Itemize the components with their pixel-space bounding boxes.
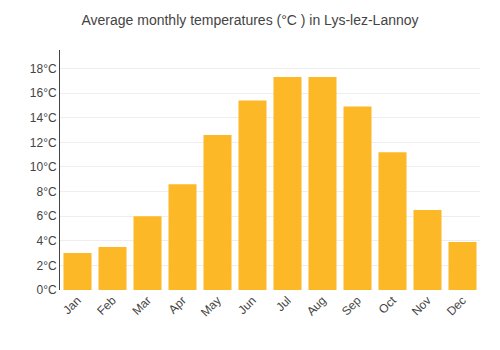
svg-text:0°C: 0°C	[36, 283, 56, 297]
svg-text:12°C: 12°C	[30, 136, 57, 150]
svg-text:10°C: 10°C	[30, 160, 57, 174]
svg-text:14°C: 14°C	[30, 111, 57, 125]
svg-text:18°C: 18°C	[30, 62, 57, 76]
svg-text:Jun: Jun	[235, 293, 259, 317]
svg-text:Jan: Jan	[60, 293, 84, 317]
svg-text:Jul: Jul	[273, 293, 294, 314]
svg-text:Dec: Dec	[444, 293, 469, 318]
svg-text:Apr: Apr	[166, 293, 189, 316]
svg-text:Average monthly temperatures (: Average monthly temperatures (°C ) in Ly…	[81, 12, 418, 28]
svg-text:Feb: Feb	[94, 293, 119, 318]
svg-text:4°C: 4°C	[36, 234, 56, 248]
svg-text:2°C: 2°C	[36, 259, 56, 273]
svg-text:Nov: Nov	[409, 293, 434, 318]
svg-text:Sep: Sep	[339, 293, 364, 318]
svg-text:Aug: Aug	[304, 293, 329, 318]
svg-text:16°C: 16°C	[30, 86, 57, 100]
svg-text:Oct: Oct	[376, 293, 400, 317]
svg-text:8°C: 8°C	[36, 185, 56, 199]
svg-text:6°C: 6°C	[36, 209, 56, 223]
svg-text:Mar: Mar	[129, 293, 154, 318]
svg-text:May: May	[198, 293, 224, 319]
